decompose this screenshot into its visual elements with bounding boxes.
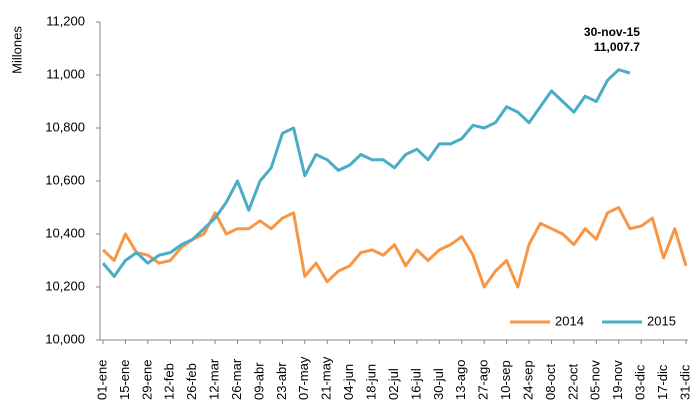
- x-tick-label: 21-may: [319, 356, 334, 400]
- x-tick-label: 29-ene: [139, 360, 154, 400]
- x-tick-label: 27-ago: [476, 360, 491, 400]
- y-tick-label: 10,600: [45, 172, 85, 187]
- x-tick-label: 02-jul: [386, 368, 401, 400]
- series-line: [101, 206, 688, 289]
- y-tick-label: 10,000: [45, 331, 85, 346]
- x-tick-label: 30-jul: [431, 368, 446, 400]
- x-tick-label: 08-oct: [543, 363, 558, 400]
- x-tick-label: 19-nov: [610, 360, 625, 400]
- x-tick-label: 17-dic: [655, 364, 670, 400]
- series-line: [101, 68, 631, 278]
- x-tick-label: 26-feb: [184, 363, 199, 400]
- y-tick-label: 11,000: [46, 66, 85, 81]
- x-tick-label: 03-dic: [633, 364, 648, 400]
- annotation-value: 11,007.7: [594, 40, 640, 54]
- x-tick-label: 13-ago: [453, 360, 468, 400]
- x-tick-label: 24-sep: [520, 360, 535, 400]
- y-axis-title: Millones: [9, 26, 24, 74]
- x-tick-label: 09-abr: [251, 362, 266, 400]
- x-tick-label: 05-nov: [588, 360, 603, 400]
- x-tick-label: 16-jul: [408, 368, 423, 400]
- x-tick-label: 07-may: [296, 356, 311, 400]
- y-tick-label: 10,800: [45, 119, 85, 134]
- x-tick-label: 12-feb: [162, 363, 177, 400]
- x-tick-label: 22-oct: [565, 363, 580, 400]
- x-tick-label: 04-jun: [341, 364, 356, 400]
- x-tick-label: 01-ene: [94, 360, 109, 400]
- y-tick-label: 10,400: [45, 225, 85, 240]
- x-tick-label: 23-abr: [274, 362, 289, 400]
- legend-label: 2014: [555, 313, 584, 328]
- x-tick-label: 31-dic: [677, 364, 692, 400]
- x-tick-label: 18-jun: [364, 364, 379, 400]
- y-tick-label: 11,200: [46, 13, 85, 28]
- x-tick-label: 26-mar: [229, 358, 244, 400]
- x-tick-label: 15-ene: [117, 360, 132, 400]
- y-tick-label: 10,200: [45, 278, 85, 293]
- annotation-label: 30-nov-15: [584, 25, 640, 39]
- legend-label: 2015: [647, 313, 676, 328]
- x-tick-label: 10-sep: [498, 360, 513, 400]
- x-tick-label: 12-mar: [207, 358, 222, 400]
